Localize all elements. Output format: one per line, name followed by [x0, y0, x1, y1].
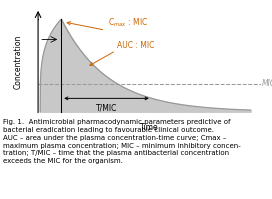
Text: Time: Time — [140, 123, 159, 132]
Text: AUC : MIC: AUC : MIC — [117, 41, 154, 50]
Text: T/MIC: T/MIC — [96, 103, 117, 112]
Text: C$_{max}$ : MIC: C$_{max}$ : MIC — [107, 17, 148, 29]
Text: MIC: MIC — [262, 79, 272, 88]
Text: Fig. 1.  Antimicrobial pharmacodynamic parameters predictive of
bacterial eradic: Fig. 1. Antimicrobial pharmacodynamic pa… — [3, 119, 240, 164]
Text: Concentration: Concentration — [14, 34, 23, 89]
